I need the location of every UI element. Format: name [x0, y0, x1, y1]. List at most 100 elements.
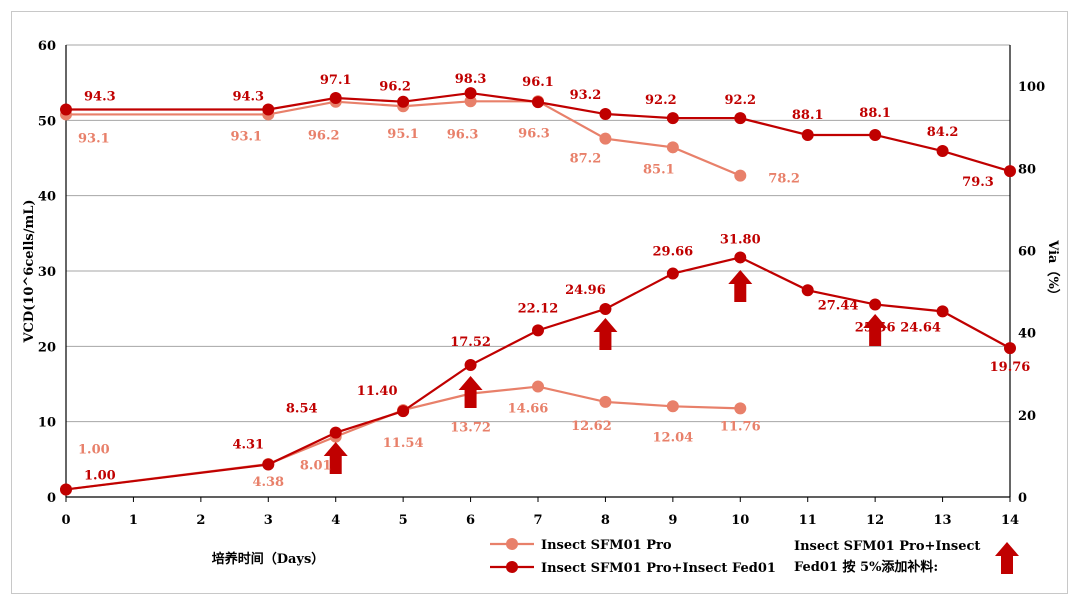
sfm01-fed01-via-data-label: 88.1 [792, 108, 824, 123]
sfm01-vcd-data-label: 4.38 [252, 475, 284, 490]
feed-arrow-icon [323, 442, 348, 474]
x-tick-label: 6 [466, 513, 475, 528]
feed-arrow-icon [728, 270, 753, 302]
legend-feed-label-line2: Fed01 按 5%添加补料: [794, 559, 938, 575]
sfm01-fed01-vcd-data-label: 24.64 [900, 320, 941, 335]
x-tick-label: 9 [668, 513, 677, 528]
sfm01-fed01-vcd-line-point [532, 324, 544, 337]
x-axis-title: 培养时间（Days） [212, 551, 325, 567]
sfm01-fed01-vcd-line-point [936, 305, 949, 318]
y2-tick-label: 60 [1018, 244, 1036, 259]
data-labels: 1.00 4.38 8.01 11.54 13.72 14.66 12.62 12.04 11.… [78, 72, 1030, 490]
sfm01-fed01-vcd-line-point [60, 483, 72, 496]
sfm01-fed01-via-line-point [397, 95, 410, 108]
sfm01-fed01-vcd-data-label: 24.96 [565, 283, 606, 298]
sfm01-via-data-label: 87.2 [570, 152, 602, 167]
legend-sfm01-fed01-label: Insect SFM01 Pro+Insect Fed01 [541, 561, 776, 576]
feed-arrow-icon [458, 376, 483, 408]
feed-arrow-icon [863, 314, 888, 346]
sfm01-vcd-line-point [734, 402, 747, 415]
sfm01-via-data-label: 96.3 [518, 126, 550, 141]
legend-feed-arrow-icon [995, 542, 1019, 574]
sfm01-fed01-via-line-point [1004, 165, 1016, 178]
x-tick-label: 1 [129, 513, 138, 528]
sfm01-fed01-vcd-line-point [329, 426, 342, 439]
feed-arrows [323, 270, 888, 474]
sfm01-via-data-label: 96.2 [308, 129, 340, 144]
y2-axis-title: Via（%） [1045, 239, 1061, 302]
sfm01-fed01-vcd-line-point [1004, 342, 1016, 355]
sfm01-fed01-vcd-data-label: 11.40 [357, 384, 398, 399]
feed-arrow-icon [593, 318, 618, 350]
legend: Insect SFM01 Pro Insect SFM01 Pro+Insect … [490, 538, 1019, 576]
y-tick-label: 40 [38, 190, 56, 205]
y2-tick-label: 0 [1018, 491, 1027, 506]
sfm01-fed01-via-line-point [666, 112, 679, 125]
y-tick-label: 60 [38, 39, 56, 54]
y-tick-label: 50 [38, 114, 56, 129]
sfm01-fed01-via-line-point [262, 103, 275, 116]
sfm01-fed01-vcd-data-label: 22.12 [518, 301, 559, 316]
sfm01-via-data-label: 93.1 [230, 129, 262, 144]
x-tick-label: 8 [601, 513, 610, 528]
sfm01-fed01-vcd-line-point [869, 298, 882, 311]
legend-feed-label-line1: Insect SFM01 Pro+Insect [794, 539, 980, 554]
sfm01-fed01-via-data-label: 98.3 [455, 72, 487, 87]
x-tick-label: 5 [399, 513, 408, 528]
sfm01-fed01-vcd-data-label: 25.56 [855, 320, 896, 335]
sfm01-via-data-label: 78.2 [768, 172, 800, 187]
sfm01-fed01-vcd-line-point [397, 405, 410, 418]
legend-sfm01-label: Insect SFM01 Pro [541, 538, 672, 553]
sfm01-vcd-data-label: 12.62 [571, 419, 612, 434]
x-tick-label: 2 [196, 513, 205, 528]
sfm01-fed01-vcd-data-label: 27.44 [818, 298, 859, 313]
sfm01-fed01-vcd-data-label: 29.66 [652, 245, 693, 260]
sfm01-fed01-via-line-point [60, 103, 72, 116]
sfm01-fed01-via-line-point [329, 92, 342, 105]
sfm01-vcd-data-label: 12.04 [652, 430, 693, 445]
x-tick-label: 13 [934, 513, 952, 528]
x-tick-label: 0 [61, 513, 70, 528]
y-tick-label: 10 [38, 416, 56, 431]
sfm01-vcd-data-label: 11.54 [383, 436, 424, 451]
sfm01-via-line-point [599, 132, 612, 145]
sfm01-via-line-point [734, 169, 747, 182]
sfm01-fed01-vcd-line [65, 256, 1011, 491]
sfm01-fed01-via-line-point [464, 87, 477, 100]
y-tick-label: 30 [38, 265, 56, 280]
x-tick-label: 4 [331, 513, 340, 528]
y-tick-label: 0 [47, 491, 56, 506]
sfm01-fed01-vcd-data-label: 19.76 [990, 360, 1031, 375]
y2-tick-label: 100 [1018, 80, 1045, 95]
sfm01-fed01-vcd-data-label: 8.54 [286, 402, 318, 417]
y-tick-label: 20 [38, 340, 56, 355]
sfm01-fed01-via-data-label: 84.2 [927, 125, 959, 140]
sfm01-fed01-via-line-point [599, 108, 612, 121]
sfm01-fed01-vcd-data-label: 1.00 [84, 468, 116, 483]
legend-sfm01-fed01-swatch-marker [506, 561, 518, 573]
sfm01-fed01-vcd-line-point [801, 284, 814, 297]
sfm01-fed01-via-data-label: 94.3 [232, 90, 264, 105]
sfm01-fed01-via-data-label: 94.3 [84, 90, 116, 105]
sfm01-fed01-vcd-line-point [734, 251, 747, 264]
chart-frame [11, 11, 1068, 594]
sfm01-fed01-vcd-line-point [262, 458, 275, 471]
y2-tick-label: 40 [1018, 327, 1036, 342]
sfm01-vcd-line-point [666, 400, 679, 413]
legend-sfm01-swatch-marker [506, 538, 518, 550]
y2-tick-label: 80 [1018, 162, 1036, 177]
sfm01-vcd-data-label: 1.00 [78, 442, 110, 457]
sfm01-fed01-via-data-label: 93.2 [570, 88, 602, 103]
sfm01-via-data-label: 96.3 [447, 127, 479, 142]
sfm01-fed01-via-data-label: 88.1 [859, 106, 891, 121]
sfm01-fed01-vcd-data-label: 17.52 [450, 335, 491, 350]
sfm01-via-line-point [666, 141, 679, 154]
gridlines [66, 44, 1010, 423]
sfm01-via-data-label: 93.1 [78, 131, 110, 146]
sfm01-fed01-via-data-label: 92.2 [724, 93, 756, 108]
sfm01-fed01-via-line-point [734, 112, 747, 125]
y-axis-title: VCD(10^6cells/mL) [22, 199, 37, 343]
sfm01-fed01-via-data-label: 79.3 [962, 175, 994, 190]
sfm01-fed01-via-data-label: 96.2 [379, 80, 411, 95]
